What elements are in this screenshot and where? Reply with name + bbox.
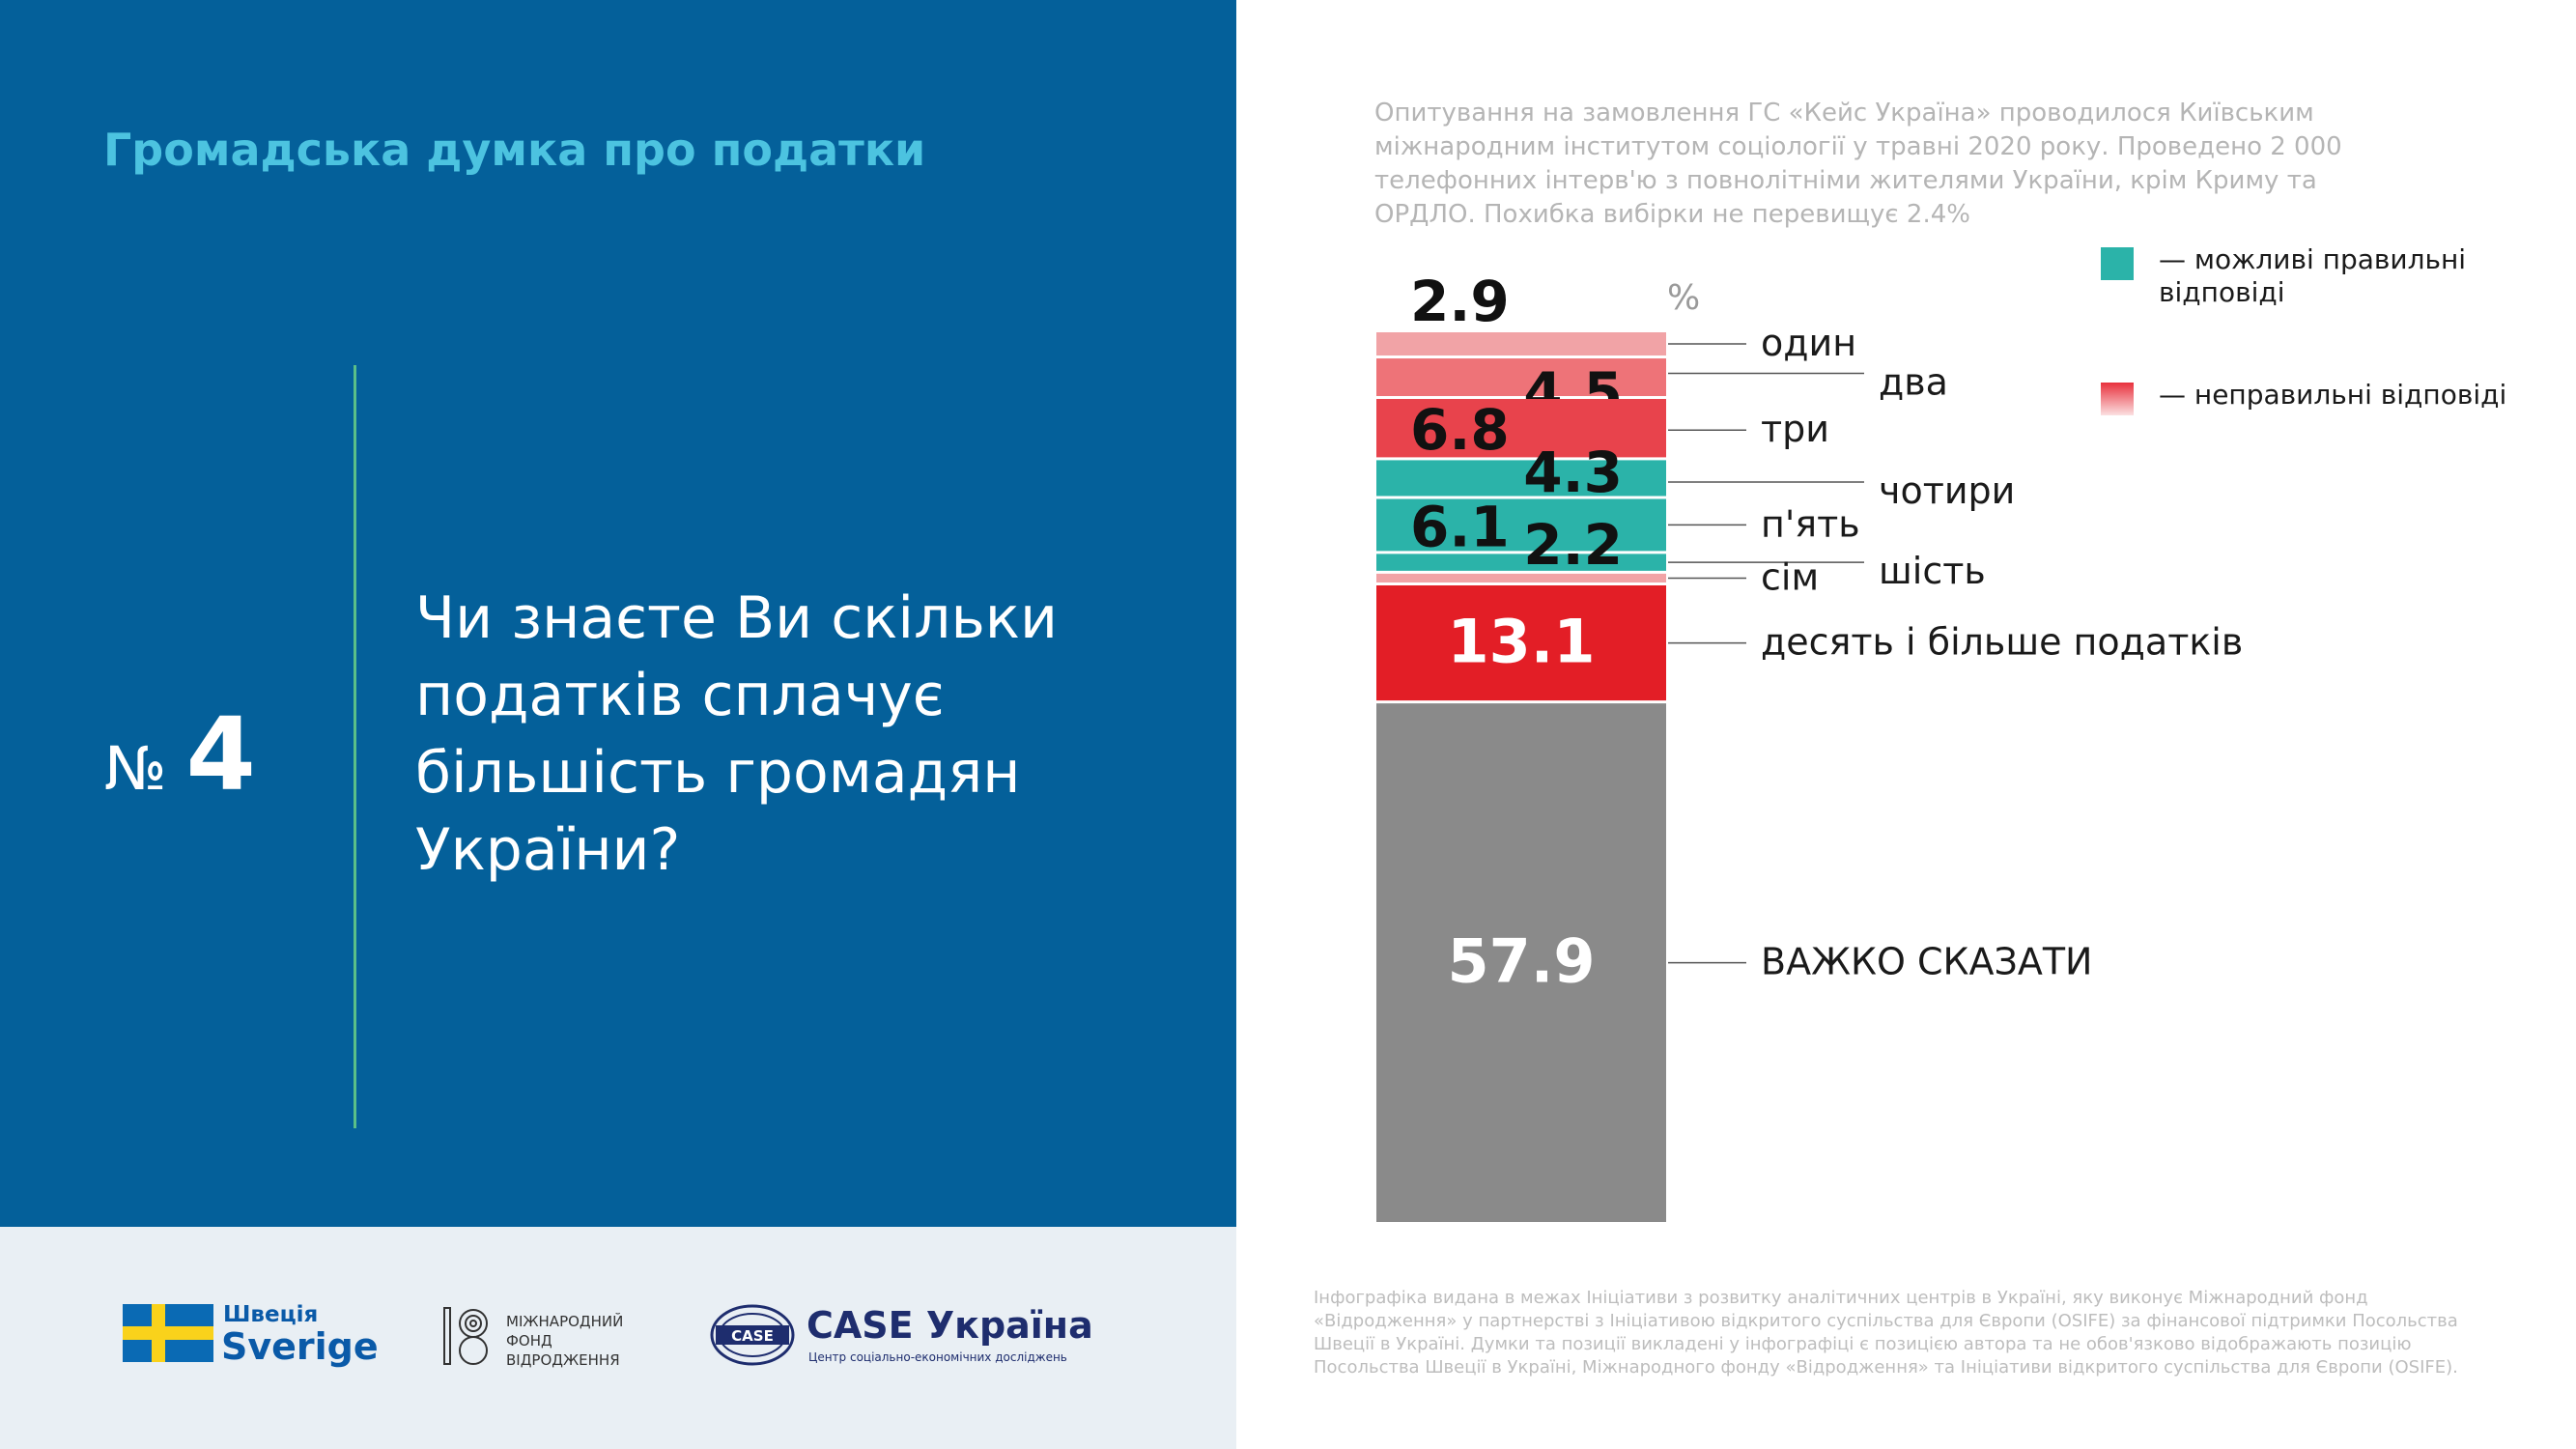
question-text: Чи знаєте Ви скільки податків сплачує бі… [415,584,1059,884]
bar-segment-6 [1376,573,1666,583]
value-label-2: 6.8 [1410,397,1510,463]
case-badge-text: CASE [731,1327,774,1345]
question-number-value: 4 [185,696,256,813]
page-subtitle: Громадська думка про податки [103,124,926,176]
case-logo-subtitle: Центр соціально-економічних досліджень [808,1350,1067,1364]
divider-line [354,365,356,1128]
legend-swatch-incorrect [2101,383,2134,415]
value-label-0: 2.9 [1410,269,1510,334]
sweden-flag-icon [123,1304,213,1362]
irf-line3: ВІДРОДЖЕННЯ [506,1351,620,1369]
category-label-6: сім [1761,555,1819,598]
footer-disclaimer: Інфографіка видана в межах Ініціативи з … [1314,1288,2458,1378]
bar-segment-3 [1376,460,1666,497]
irf-logo-text: МІЖНАРОДНИЙ ФОНД ВІДРОДЖЕННЯ [506,1312,623,1370]
bar-segment-7 [1376,585,1666,701]
value-label-4: 6.1 [1410,494,1510,559]
value-label-7: 13.1 [1448,607,1596,677]
category-label-0: один [1761,322,1856,364]
value-label-8: 57.9 [1448,926,1596,997]
irf-mark-icon [443,1307,488,1365]
legend-label-incorrect: — неправильні відповіді [2159,379,2507,411]
number-sign: № [104,733,167,804]
question-panel: Громадська думка про податки № 4 Чи знаєт… [0,0,1236,1227]
category-label-2: три [1761,408,1829,450]
bar-segment-8 [1376,703,1666,1222]
bar-segment-0 [1376,332,1666,356]
value-label-5: 2.2 [1523,512,1623,578]
value-label-3: 4.3 [1523,440,1623,505]
case-logo-title: CASE Україна [807,1304,1093,1347]
chart-unit: % [1667,278,1701,318]
bar-segment-2 [1376,398,1666,458]
bar-segment-5 [1376,554,1666,571]
case-oval-icon: CASE [710,1304,795,1366]
category-label-5: шість [1879,550,1986,592]
sweden-logo-line1: Швеція [223,1302,319,1327]
legend-swatch-correct [2101,247,2134,280]
irf-line1: МІЖНАРОДНИЙ [506,1313,624,1330]
question-number: № 4 [104,696,256,813]
category-label-3: чотири [1879,469,2015,512]
value-label-1: 4.5 [1523,360,1623,426]
category-label-1: два [1879,361,1948,404]
category-label-8: ВАЖКО СКАЗАТИ [1761,941,2092,983]
survey-note: Опитування на замовлення ГС «Кейс Україн… [1374,99,2342,229]
legend-label-correct: — можливі правильні відповіді [2159,243,2467,308]
bar-segment-4 [1376,498,1666,552]
category-label-7: десять і більше податків [1761,621,2243,664]
bar-segment-1 [1376,358,1666,396]
category-label-4: п'ять [1761,502,1860,545]
irf-line2: ФОНД [506,1332,552,1350]
sweden-logo-line2: Sverige [221,1325,379,1368]
